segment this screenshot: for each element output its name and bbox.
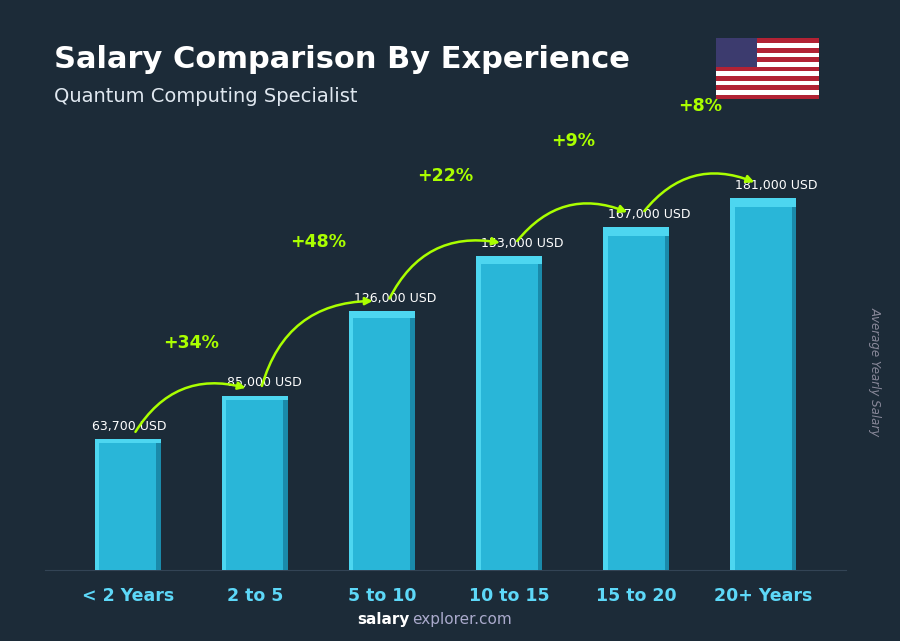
Bar — [349, 312, 415, 318]
Bar — [476, 256, 542, 263]
Bar — [716, 43, 819, 48]
Bar — [716, 48, 819, 53]
Text: 181,000 USD: 181,000 USD — [735, 179, 818, 192]
Bar — [221, 395, 227, 570]
Text: +8%: +8% — [678, 97, 722, 115]
Bar — [716, 53, 819, 57]
Bar — [603, 227, 670, 235]
Bar — [716, 57, 819, 62]
Bar — [716, 62, 819, 67]
Bar — [221, 395, 288, 570]
Bar — [537, 256, 542, 570]
Bar — [284, 395, 288, 570]
Bar — [730, 198, 796, 208]
Bar — [716, 90, 819, 95]
Bar — [349, 312, 415, 570]
Text: Salary Comparison By Experience: Salary Comparison By Experience — [54, 45, 630, 74]
Text: 167,000 USD: 167,000 USD — [608, 208, 690, 221]
Text: Average Yearly Salary: Average Yearly Salary — [868, 307, 881, 437]
Bar — [410, 312, 415, 570]
Text: 126,000 USD: 126,000 USD — [354, 292, 436, 305]
Bar — [716, 38, 819, 43]
Bar — [156, 440, 161, 570]
Bar — [716, 85, 819, 90]
Bar — [716, 95, 819, 99]
Bar — [221, 395, 288, 400]
Bar — [603, 227, 670, 570]
Text: +22%: +22% — [418, 167, 473, 185]
Bar — [716, 67, 819, 71]
Bar — [716, 38, 757, 67]
Text: explorer.com: explorer.com — [412, 612, 512, 627]
Bar — [476, 256, 481, 570]
Bar — [730, 198, 735, 570]
Bar — [94, 440, 99, 570]
Bar — [94, 440, 161, 570]
Text: Quantum Computing Specialist: Quantum Computing Specialist — [54, 87, 357, 106]
Text: +34%: +34% — [163, 335, 220, 353]
Bar — [716, 71, 819, 76]
Bar — [716, 81, 819, 85]
Text: salary: salary — [357, 612, 410, 627]
Bar — [792, 198, 796, 570]
Bar — [730, 198, 796, 570]
Bar — [349, 312, 354, 570]
Bar — [476, 256, 542, 570]
Text: 63,700 USD: 63,700 USD — [92, 420, 166, 433]
Bar — [716, 76, 819, 81]
Text: 85,000 USD: 85,000 USD — [227, 376, 302, 390]
Text: +9%: +9% — [551, 132, 595, 150]
Text: +48%: +48% — [291, 233, 346, 251]
Bar — [664, 227, 670, 570]
Bar — [603, 227, 608, 570]
Bar — [94, 440, 161, 443]
Text: 153,000 USD: 153,000 USD — [482, 237, 563, 249]
